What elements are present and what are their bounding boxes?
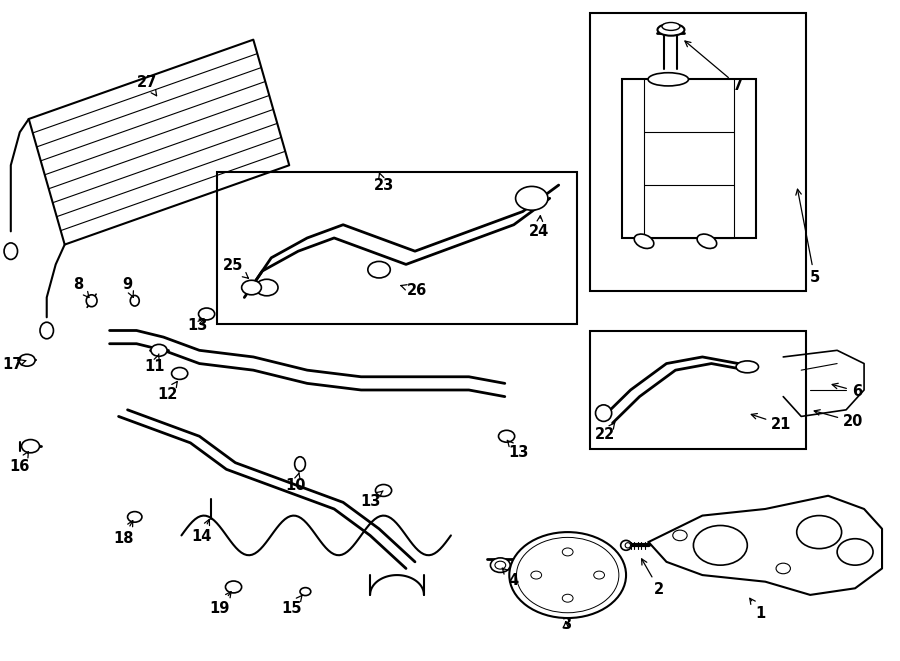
Text: 11: 11 xyxy=(144,354,165,374)
Ellipse shape xyxy=(22,440,40,453)
Ellipse shape xyxy=(375,485,392,496)
Ellipse shape xyxy=(658,24,684,36)
Ellipse shape xyxy=(128,512,142,522)
Circle shape xyxy=(693,525,747,565)
Ellipse shape xyxy=(495,561,506,569)
Circle shape xyxy=(673,530,687,541)
Text: 2: 2 xyxy=(642,559,664,597)
Ellipse shape xyxy=(491,558,510,572)
Ellipse shape xyxy=(294,457,305,471)
Text: 10: 10 xyxy=(285,473,306,493)
Circle shape xyxy=(523,542,613,608)
Circle shape xyxy=(594,571,605,579)
Ellipse shape xyxy=(256,279,278,296)
Text: 9: 9 xyxy=(122,277,133,297)
Ellipse shape xyxy=(634,234,653,249)
Text: 13: 13 xyxy=(508,440,528,460)
Text: 7: 7 xyxy=(685,41,743,93)
Bar xyxy=(590,330,806,449)
Ellipse shape xyxy=(698,234,716,249)
Text: 24: 24 xyxy=(529,215,549,239)
Ellipse shape xyxy=(226,581,241,593)
Text: 1: 1 xyxy=(750,598,766,621)
Text: 20: 20 xyxy=(814,410,863,429)
Circle shape xyxy=(530,547,606,603)
Circle shape xyxy=(509,532,626,618)
Circle shape xyxy=(537,553,598,598)
Ellipse shape xyxy=(172,368,188,379)
Ellipse shape xyxy=(648,73,688,86)
Ellipse shape xyxy=(86,295,97,307)
Text: 16: 16 xyxy=(10,451,30,473)
Text: 13: 13 xyxy=(360,491,383,508)
Circle shape xyxy=(562,594,573,602)
Text: 19: 19 xyxy=(209,592,231,615)
Ellipse shape xyxy=(4,243,17,259)
Ellipse shape xyxy=(130,295,140,306)
Ellipse shape xyxy=(736,361,759,373)
Text: 14: 14 xyxy=(191,520,211,544)
Ellipse shape xyxy=(151,344,167,356)
Circle shape xyxy=(550,562,586,588)
Bar xyxy=(218,172,577,324)
Circle shape xyxy=(517,537,619,613)
Ellipse shape xyxy=(40,323,53,338)
Text: 27: 27 xyxy=(137,75,157,96)
Text: 4: 4 xyxy=(502,568,518,588)
Text: 21: 21 xyxy=(752,414,792,432)
Text: 15: 15 xyxy=(282,596,302,615)
Ellipse shape xyxy=(596,405,612,422)
Ellipse shape xyxy=(499,430,515,442)
Circle shape xyxy=(837,539,873,565)
Text: 26: 26 xyxy=(400,284,427,298)
Ellipse shape xyxy=(199,308,215,320)
Text: 13: 13 xyxy=(187,319,208,333)
Ellipse shape xyxy=(368,262,391,278)
Ellipse shape xyxy=(626,543,631,548)
Text: 5: 5 xyxy=(796,189,820,285)
Text: 18: 18 xyxy=(112,521,133,546)
Circle shape xyxy=(796,516,842,549)
Text: 3: 3 xyxy=(561,617,571,632)
Text: 6: 6 xyxy=(832,383,862,399)
Circle shape xyxy=(562,548,573,556)
Bar xyxy=(590,13,806,291)
Circle shape xyxy=(531,571,542,579)
Text: 22: 22 xyxy=(595,422,616,442)
Text: 23: 23 xyxy=(374,172,393,192)
Text: 12: 12 xyxy=(158,381,178,402)
Text: 25: 25 xyxy=(223,258,248,278)
Circle shape xyxy=(776,563,790,574)
Ellipse shape xyxy=(300,588,310,596)
Circle shape xyxy=(516,186,548,210)
Ellipse shape xyxy=(662,22,680,30)
Ellipse shape xyxy=(621,541,632,550)
Text: 8: 8 xyxy=(73,277,89,297)
Ellipse shape xyxy=(241,280,261,295)
Ellipse shape xyxy=(19,354,35,366)
Text: 17: 17 xyxy=(3,358,26,372)
